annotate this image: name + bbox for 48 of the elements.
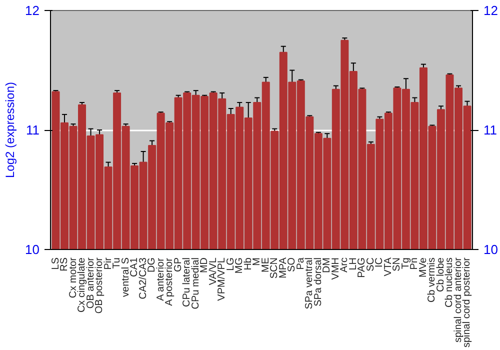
y-tick-label: 11 — [26, 122, 40, 138]
x-tick-label: A anterior — [155, 257, 166, 301]
x-tick-label: DM — [322, 257, 333, 274]
y2-tick-label: 12 — [484, 3, 498, 18]
y-tick-label: 10 — [25, 242, 40, 257]
x-tick-label: CA2/CA3 — [138, 257, 149, 300]
x-tick-label: Tu — [112, 257, 123, 269]
y2-tick-label: 11 — [484, 122, 497, 138]
y2-tick-label: 10 — [484, 242, 498, 257]
x-tick-label: SC — [365, 257, 376, 272]
x-tick-label: Tg — [400, 258, 412, 270]
x-tick-label: ME — [260, 257, 272, 272]
x-tick-label: Cb nucleus — [444, 258, 456, 308]
x-tick-label: Pn — [409, 257, 420, 270]
x-tick-label: CPu medial — [190, 257, 202, 310]
x-tick-label: CA1 — [129, 257, 140, 277]
x-tick-label: LG — [225, 257, 236, 271]
x-tick-label: Cx cingulate — [76, 257, 88, 313]
x-tick-label: SO — [286, 257, 298, 272]
x-tick-label: Pir — [102, 256, 114, 270]
x-tick-label: DG — [146, 257, 158, 272]
x-tick-label: LH — [348, 257, 359, 270]
x-tick-label: VTA — [382, 257, 394, 276]
x-tick-label: MVe — [418, 257, 429, 278]
x-tick-label: Arc — [339, 258, 350, 272]
x-tick-label: VPM/VPL — [216, 257, 228, 301]
x-tick-label: SCN — [269, 257, 280, 279]
x-tick-label: RS — [59, 257, 70, 272]
y-tick-label: 12 — [25, 3, 40, 18]
x-tick-label: A posterior — [164, 257, 176, 306]
x-tick-label: PAG — [356, 257, 368, 278]
x-tick-label: MPA — [278, 257, 289, 278]
x-tick-label: VMH — [330, 257, 342, 280]
x-tick-label: SPa dorsal — [312, 257, 324, 306]
x-tick-label: ventral S — [120, 257, 132, 297]
x-tick-label: Hb — [242, 257, 254, 270]
x-tick-label: OB posterior — [94, 256, 106, 314]
x-tick-label: Pa — [295, 257, 306, 270]
x-tick-label: spinal cord anterior — [452, 256, 464, 343]
x-tick-label: SN — [392, 257, 403, 272]
x-tick-label: M — [252, 257, 263, 266]
x-tick-label: IC — [374, 258, 386, 268]
x-tick-label: spinal cord posterior — [462, 256, 473, 348]
x-tick-label: GP — [172, 257, 184, 272]
x-tick-label: LS — [50, 257, 62, 270]
y-axis-title: Log2 (expression) — [3, 82, 18, 178]
x-tick-label: OB anterior — [85, 256, 96, 309]
x-tick-label: Cb lobe — [435, 257, 446, 292]
